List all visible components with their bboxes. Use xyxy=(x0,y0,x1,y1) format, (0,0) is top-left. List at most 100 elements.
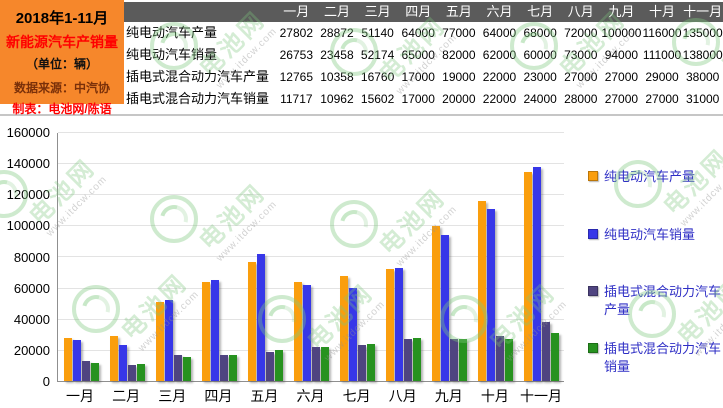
table-row-label: 纯电动汽车产量 xyxy=(126,25,218,40)
bar-group xyxy=(104,133,150,381)
bar-group xyxy=(58,133,104,381)
table-value-cell: 65000 xyxy=(401,48,435,62)
gridline xyxy=(58,256,564,257)
table-value-cell: 27000 xyxy=(604,70,639,84)
x-tick-label: 三月 xyxy=(158,388,187,404)
bar-group xyxy=(242,133,288,381)
bar xyxy=(302,284,311,381)
bar xyxy=(486,208,495,381)
month-header-cell: 四月 xyxy=(397,2,439,22)
bar xyxy=(412,337,421,381)
gridline xyxy=(58,225,564,226)
table-value-cell: 100000 xyxy=(601,26,642,40)
bar xyxy=(385,269,394,381)
gridline xyxy=(58,163,564,164)
x-tick-label: 一月 xyxy=(66,388,95,404)
table-value-cell: 73000 xyxy=(564,48,598,62)
bar xyxy=(440,235,449,381)
x-axis-labels: 一月 二月 三月 四月 五月 六月 七月 八月 九月 十月 十一月 xyxy=(57,386,564,406)
bar xyxy=(173,355,182,381)
bar xyxy=(523,171,532,381)
legend-label: 纯电动汽车销量 xyxy=(604,227,696,242)
table-value-cell: 10962 xyxy=(320,92,354,106)
table-row-label: 纯电动汽车销量 xyxy=(126,47,218,62)
table-value-cell: 27000 xyxy=(604,92,639,106)
x-tick-label: 十月 xyxy=(480,388,509,404)
legend-swatch xyxy=(588,229,598,239)
table-value-cell: 27802 xyxy=(279,26,313,40)
bar xyxy=(136,364,145,381)
bar xyxy=(293,281,302,381)
table-value-cell: 51140 xyxy=(361,26,394,40)
bar xyxy=(495,336,504,381)
table-value-cell: 52174 xyxy=(360,48,395,62)
y-tick-label: 100000 xyxy=(6,218,50,234)
info-box: 2018年1-11月 新能源汽车产销量 （单位：辆） 数据来源：中汽协 制表：电… xyxy=(0,0,124,116)
table-value-cell: 20000 xyxy=(442,92,476,106)
bar xyxy=(274,350,283,381)
legend-label: 插电式混合动力汽车销量 xyxy=(604,341,722,374)
table-value-cell: 19000 xyxy=(442,70,476,84)
table-value-cell: 22000 xyxy=(482,92,517,106)
bar xyxy=(155,301,164,381)
gridline xyxy=(58,132,564,133)
bar xyxy=(550,332,559,381)
table-value-cell: 116000 xyxy=(642,26,682,40)
month-header-cell: 七月 xyxy=(519,2,561,22)
y-tick-label: 120000 xyxy=(6,187,50,203)
bar xyxy=(311,346,320,381)
table-value-cell: 29000 xyxy=(645,70,679,84)
bar xyxy=(247,261,256,381)
y-tick-label: 80000 xyxy=(13,249,50,265)
y-tick-label: 0 xyxy=(42,374,50,389)
legend-label: 纯电动汽车产量 xyxy=(604,169,696,184)
table-value-cell: 94000 xyxy=(604,48,639,62)
table-value-cell: 62000 xyxy=(482,48,517,62)
legend-item: 插电式混合动力汽车销量 xyxy=(588,340,722,375)
x-tick-label: 八月 xyxy=(388,388,417,404)
month-header-cell: 一月 xyxy=(276,2,317,22)
table-value-cell: 26753 xyxy=(279,48,313,62)
bar xyxy=(403,339,412,381)
table-value-cell: 28000 xyxy=(564,92,598,106)
x-tick-label: 九月 xyxy=(434,388,463,404)
month-header-cell: 二月 xyxy=(316,2,358,22)
y-tick-label: 60000 xyxy=(13,280,50,296)
bar xyxy=(118,344,127,381)
table-value-cell: 68000 xyxy=(523,26,557,40)
x-tick-label: 二月 xyxy=(112,388,141,404)
bar-group xyxy=(150,133,196,381)
x-tick-label: 七月 xyxy=(342,388,371,404)
bar xyxy=(339,275,348,381)
x-tick-label: 十一月 xyxy=(519,388,562,404)
data-source-label: 数据来源：中汽协 xyxy=(13,81,110,95)
table-value-cell: 111000 xyxy=(642,48,682,62)
title-period: 2018年1-11月 xyxy=(15,10,109,27)
bar xyxy=(63,337,72,381)
table-value-cell: 10358 xyxy=(320,70,354,84)
table-row-label: 插电式混合动力汽车销量 xyxy=(126,91,270,106)
bar xyxy=(348,288,357,381)
table-value-cell: 15602 xyxy=(360,92,395,106)
table-value-cell: 17000 xyxy=(401,92,435,106)
y-tick-label: 140000 xyxy=(6,156,50,172)
month-header-cell: 六月 xyxy=(479,2,520,22)
month-header-cell: 五月 xyxy=(438,2,480,22)
bar xyxy=(72,339,81,381)
bar xyxy=(320,346,329,381)
table-value-cell: 138000 xyxy=(682,48,723,62)
bar xyxy=(228,354,237,381)
table-value-cell: 11717 xyxy=(280,92,313,106)
plot-area xyxy=(57,132,564,382)
legend-item: 纯电动汽车产量 xyxy=(588,168,695,186)
table-value-cell: 72000 xyxy=(564,26,598,40)
gridline xyxy=(58,350,564,351)
bar xyxy=(127,364,136,381)
bar xyxy=(357,345,366,381)
table-value-cell: 27000 xyxy=(645,92,679,106)
table-value-cell: 22000 xyxy=(482,70,517,84)
table-row-label: 插电式混合动力汽车产量 xyxy=(126,69,270,84)
table-value-cell: 28872 xyxy=(320,26,354,40)
bar xyxy=(164,300,173,381)
bar xyxy=(449,339,458,381)
